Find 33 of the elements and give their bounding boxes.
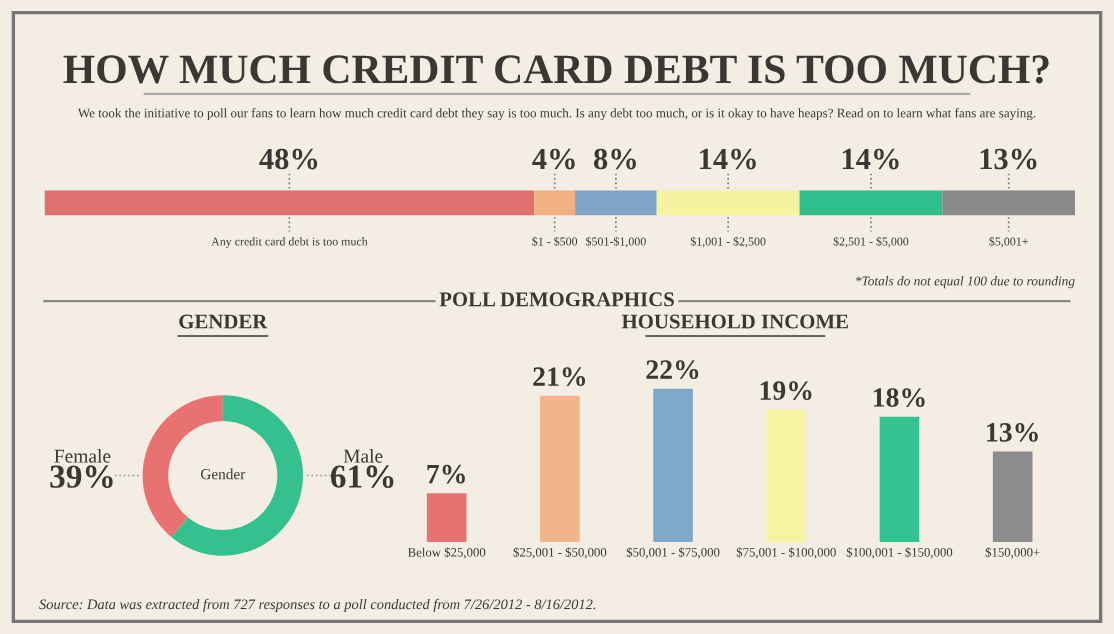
bar: [653, 388, 693, 543]
bar: [534, 190, 576, 216]
data-label: 22%: [646, 360, 699, 380]
data-label: 13%: [987, 422, 1038, 442]
data-label: 7%: [427, 464, 465, 484]
bar: [656, 190, 800, 216]
data-label: 14%: [842, 148, 899, 170]
data-label: 13%: [980, 148, 1037, 170]
bar: [879, 416, 920, 543]
data-label: 4%: [532, 148, 575, 170]
chart-title: GENDER: [179, 314, 268, 329]
slice-label: Male: [343, 449, 383, 463]
bar: [426, 493, 467, 543]
data-label: 18%: [873, 388, 925, 407]
bar: [44, 190, 535, 216]
data-label: 39%: [50, 465, 113, 488]
donut-slice: [171, 395, 303, 556]
data-label: 14%: [700, 148, 756, 170]
bar: [540, 395, 580, 543]
data-label: 8%: [594, 148, 636, 170]
bar: [766, 409, 807, 543]
data-label: 61%: [330, 465, 394, 488]
text: POLL DEMOGRAPHICS: [439, 292, 674, 307]
data-label: 21%: [533, 367, 586, 387]
data-label: 48%: [259, 148, 318, 170]
bar: [799, 190, 943, 216]
chart-title: HOUSEHOLD INCOME: [621, 314, 848, 329]
bar: [992, 451, 1033, 543]
chart-title: HOW MUCH CREDIT CARD DEBT IS TOO MUCH?: [63, 55, 1049, 84]
bar: [575, 190, 657, 216]
slice-label: Female: [54, 449, 111, 463]
data-label: 19%: [760, 381, 812, 401]
bar: [942, 190, 1076, 216]
